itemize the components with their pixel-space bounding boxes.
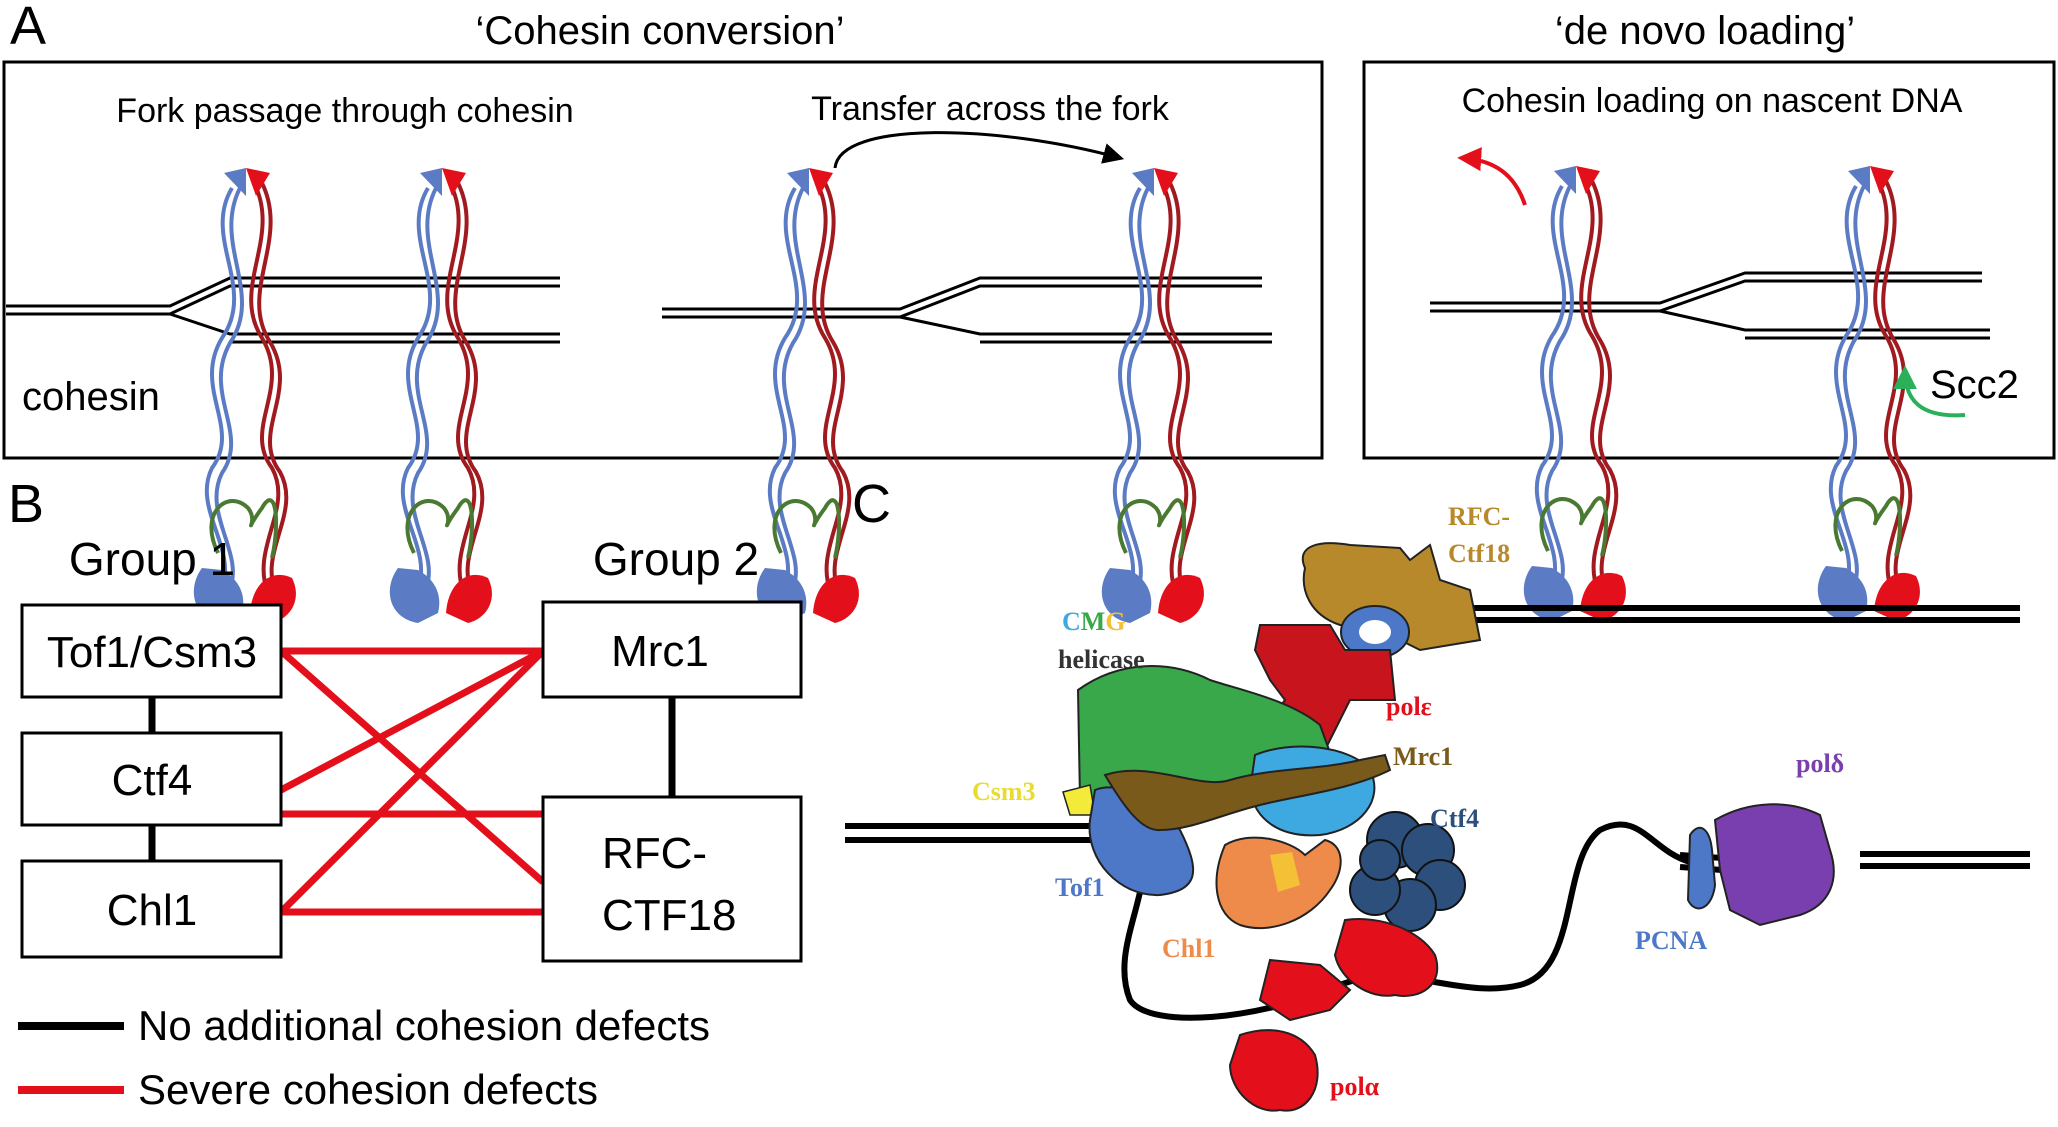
label-cmg-m: M — [1081, 607, 1106, 636]
label-pol-alpha: polα — [1330, 1072, 1380, 1101]
pcna-shape — [1686, 826, 1717, 910]
csm3-shape — [1062, 784, 1096, 816]
subtitle-loading-nascent: Cohesin loading on nascent DNA — [1462, 82, 1963, 120]
label-mrc1: Mrc1 — [1393, 742, 1453, 771]
box-cohesin-conversion — [2, 60, 1324, 460]
ctf4-shape — [1349, 811, 1466, 932]
dna-fork-2 — [662, 276, 1272, 344]
legend-black-label: No additional cohesion defects — [138, 1002, 710, 1049]
cohesin-ring-2 — [387, 166, 494, 625]
label-pol-delta: polδ — [1796, 749, 1844, 778]
panel-b-letter: B — [8, 474, 44, 534]
cohesin-ring-3 — [754, 166, 861, 625]
label-cmg-g: G — [1105, 607, 1125, 636]
subtitle-transfer: Transfer across the fork — [811, 90, 1170, 128]
title-cohesin-conversion: ‘Cohesin conversion’ — [475, 9, 844, 53]
legend-red-label: Severe cohesion defects — [138, 1066, 598, 1113]
pol-alpha-shape-1 — [1333, 918, 1439, 997]
label-chl1: Chl1 — [1162, 934, 1215, 963]
panel-c: C — [845, 474, 2030, 1112]
box-chl1 — [20, 859, 283, 959]
label-rfc-line2: Ctf18 — [1448, 539, 1510, 568]
pol-alpha-shape-2 — [1258, 958, 1352, 1022]
label-cohesin: cohesin — [22, 375, 160, 419]
label-ctf4: Ctf4 — [1430, 804, 1479, 833]
box-chl1-label: Chl1 — [107, 886, 198, 935]
cohesin-ring-4 — [1099, 166, 1206, 625]
box-ctf4 — [20, 731, 283, 827]
mrc1-shape — [1103, 753, 1392, 832]
red-links — [278, 647, 546, 916]
label-csm3: Csm3 — [972, 777, 1036, 806]
box-rfc-ctf18-line1: RFC- — [602, 829, 707, 878]
box-rfc-ctf18 — [541, 795, 803, 963]
label-pol-epsilon: polε — [1386, 692, 1432, 721]
pol-alpha-shape-3 — [1228, 1029, 1319, 1112]
box-mrc1-label: Mrc1 — [611, 627, 709, 676]
label-cmg: CMG — [1062, 607, 1126, 636]
label-helicase: helicase — [1058, 645, 1145, 674]
box-ctf4-label: Ctf4 — [112, 756, 193, 805]
panel-a: A ‘Cohesin conversion’ ‘de novo loading’… — [2, 0, 2056, 625]
box-mrc1 — [541, 600, 803, 699]
panel-a-letter: A — [10, 0, 46, 56]
label-tof1: Tof1 — [1055, 873, 1105, 902]
box-tof1-csm3-label: Tof1/Csm3 — [47, 628, 257, 677]
scc2-arrow — [1893, 365, 1966, 418]
panel-b: B Group 1 Group 2 Tof1/Csm3 Ctf4 Chl1 Mr… — [8, 474, 803, 1113]
box-tof1-csm3 — [20, 603, 283, 699]
dna-fork-1 — [6, 276, 560, 344]
transfer-arrow — [833, 131, 1125, 169]
subtitle-fork-passage: Fork passage through cohesin — [116, 92, 573, 130]
label-scc2: Scc2 — [1930, 363, 2019, 407]
box-rfc-ctf18-line2: CTF18 — [602, 891, 736, 940]
release-arrow — [1457, 147, 1527, 206]
cohesin-ring-5 — [1521, 164, 1628, 623]
label-rfc-line1: RFC- — [1448, 502, 1510, 531]
cohesin-ring-6 — [1815, 164, 1922, 623]
dna-fork-3 — [1430, 271, 1990, 340]
panel-c-letter: C — [852, 474, 891, 534]
title-de-novo-loading: ‘de novo loading’ — [1555, 9, 1855, 53]
group-2-title: Group 2 — [593, 533, 759, 585]
label-cmg-c: C — [1062, 607, 1081, 636]
box-de-novo-loading — [1362, 60, 2056, 460]
pol-delta-shape — [1713, 803, 1835, 927]
group-1-title: Group 1 — [69, 533, 235, 585]
label-pcna: PCNA — [1635, 926, 1707, 955]
